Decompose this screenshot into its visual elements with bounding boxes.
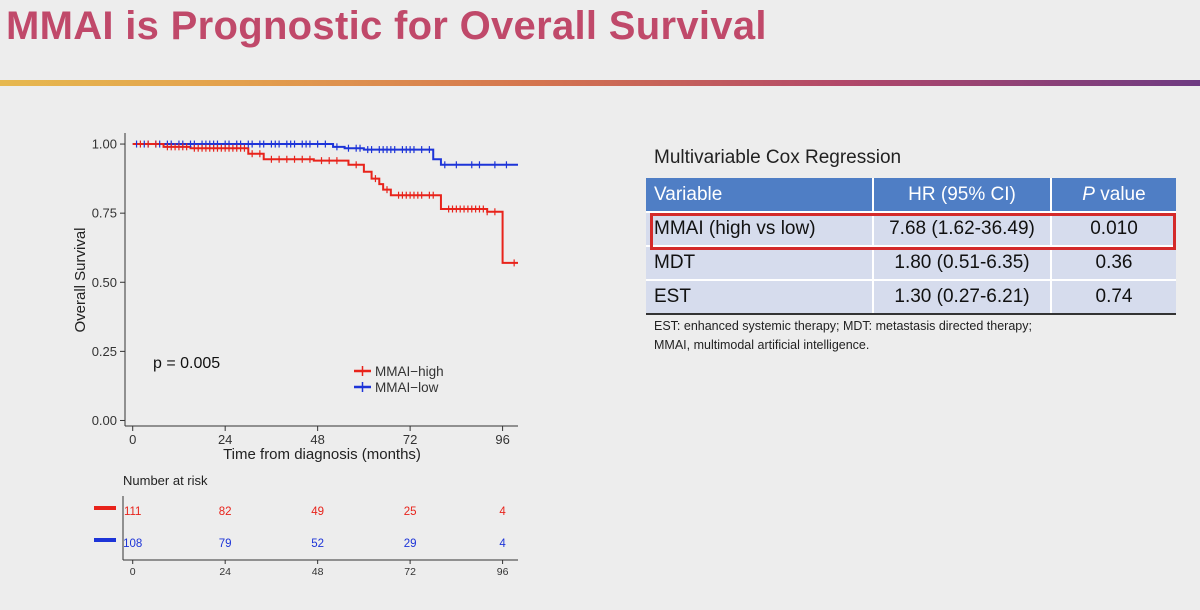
p-value-annotation: p = 0.005	[153, 355, 220, 372]
x-tick-label: 0	[129, 432, 136, 447]
km-curve-mmai-high	[132, 143, 518, 264]
x-tick-label: 48	[310, 432, 324, 447]
risk-count: 4	[499, 506, 506, 518]
y-tick-label: 0.75	[92, 206, 117, 221]
km-censor-marks	[135, 140, 515, 267]
cox-regression-title: Multivariable Cox Regression	[654, 147, 902, 168]
legend-high-label: MMAI−high	[375, 364, 444, 379]
number-at-risk-table: Number at risk 111 82 49 25 4 108 79 52 29 4 0 24 48…	[94, 473, 518, 578]
risk-count: 111	[124, 506, 141, 518]
cox-regression-table: Variable HR (95% CI) P value MMAI (high …	[646, 178, 1176, 315]
y-tick-label: 0.00	[92, 413, 117, 428]
risk-count: 4	[499, 538, 506, 550]
x-axis-label: Time from diagnosis (months)	[223, 446, 421, 463]
cox-row: EST 1.30 (0.27-6.21) 0.74	[646, 279, 1176, 315]
kaplan-meier-chart: 0.00 0.25 0.50 0.75 1.00 0 24 48 72 96 Overall Su…	[72, 133, 518, 578]
risk-count: 79	[219, 538, 232, 550]
y-tick-label: 1.00	[92, 137, 117, 152]
risk-x-tick-label: 0	[130, 566, 136, 578]
cox-cell-p: 0.36	[1050, 245, 1176, 280]
cox-header-p-italic: P	[1082, 183, 1095, 205]
risk-x-tick-label: 96	[497, 566, 509, 578]
cox-cell-hr: 1.30 (0.27-6.21)	[872, 279, 1051, 315]
risk-count: 52	[311, 538, 324, 550]
risk-x-tick-label: 48	[312, 566, 324, 578]
km-curve-mmai-low	[132, 143, 518, 166]
risk-x-tick-label: 72	[404, 566, 416, 578]
y-axis-label: Overall Survival	[72, 227, 89, 332]
y-tick-label: 0.25	[92, 344, 117, 359]
cox-cell-variable: EST	[646, 279, 873, 315]
risk-x-tick-label: 24	[219, 566, 231, 578]
risk-count: 82	[219, 506, 232, 518]
cox-footnote-line1: EST: enhanced systemic therapy; MDT: met…	[654, 319, 1032, 333]
cox-footnote: EST: enhanced systemic therapy; MDT: met…	[654, 317, 1124, 355]
risk-table-title: Number at risk	[123, 473, 208, 488]
cox-header-p-rest: value	[1094, 183, 1146, 205]
risk-counts: 111 82 49 25 4 108 79 52 29 4 0 24 48 72 96	[123, 506, 508, 578]
cox-cell-hr: 1.80 (0.51-6.35)	[872, 245, 1051, 280]
risk-count: 29	[404, 538, 417, 550]
cox-row: MDT 1.80 (0.51-6.35) 0.36	[646, 245, 1176, 280]
risk-count: 108	[123, 538, 142, 550]
slide-title: MMAI is Prognostic for Overall Survival	[6, 4, 767, 48]
x-tick-label: 72	[403, 432, 417, 447]
x-tick-label: 96	[495, 432, 509, 447]
risk-count: 49	[311, 506, 324, 518]
cox-cell-variable: MMAI (high vs low)	[646, 211, 873, 246]
cox-header-row: Variable HR (95% CI) P value	[646, 178, 1176, 212]
y-tick-label: 0.50	[92, 275, 117, 290]
cox-cell-hr: 7.68 (1.62-36.49)	[872, 211, 1051, 246]
x-tick-label: 24	[218, 432, 232, 447]
cox-header-variable: Variable	[646, 178, 873, 212]
cox-cell-variable: MDT	[646, 245, 873, 280]
cox-cell-p: 0.010	[1050, 211, 1176, 246]
km-axes: 0.00 0.25 0.50 0.75 1.00 0 24 48 72 96	[92, 133, 518, 447]
cox-row: MMAI (high vs low) 7.68 (1.62-36.49) 0.0…	[646, 211, 1176, 246]
cox-cell-p: 0.74	[1050, 279, 1176, 315]
legend-low-label: MMAI−low	[375, 380, 439, 395]
title-gradient-rule	[0, 80, 1200, 86]
km-series	[132, 143, 518, 264]
km-legend: MMAI−high MMAI−low	[354, 364, 444, 395]
cox-header-p: P value	[1050, 178, 1176, 212]
risk-count: 25	[404, 506, 417, 518]
cox-header-hr: HR (95% CI)	[872, 178, 1051, 212]
cox-footnote-line2: MMAI, multimodal artificial intelligence…	[654, 338, 870, 352]
